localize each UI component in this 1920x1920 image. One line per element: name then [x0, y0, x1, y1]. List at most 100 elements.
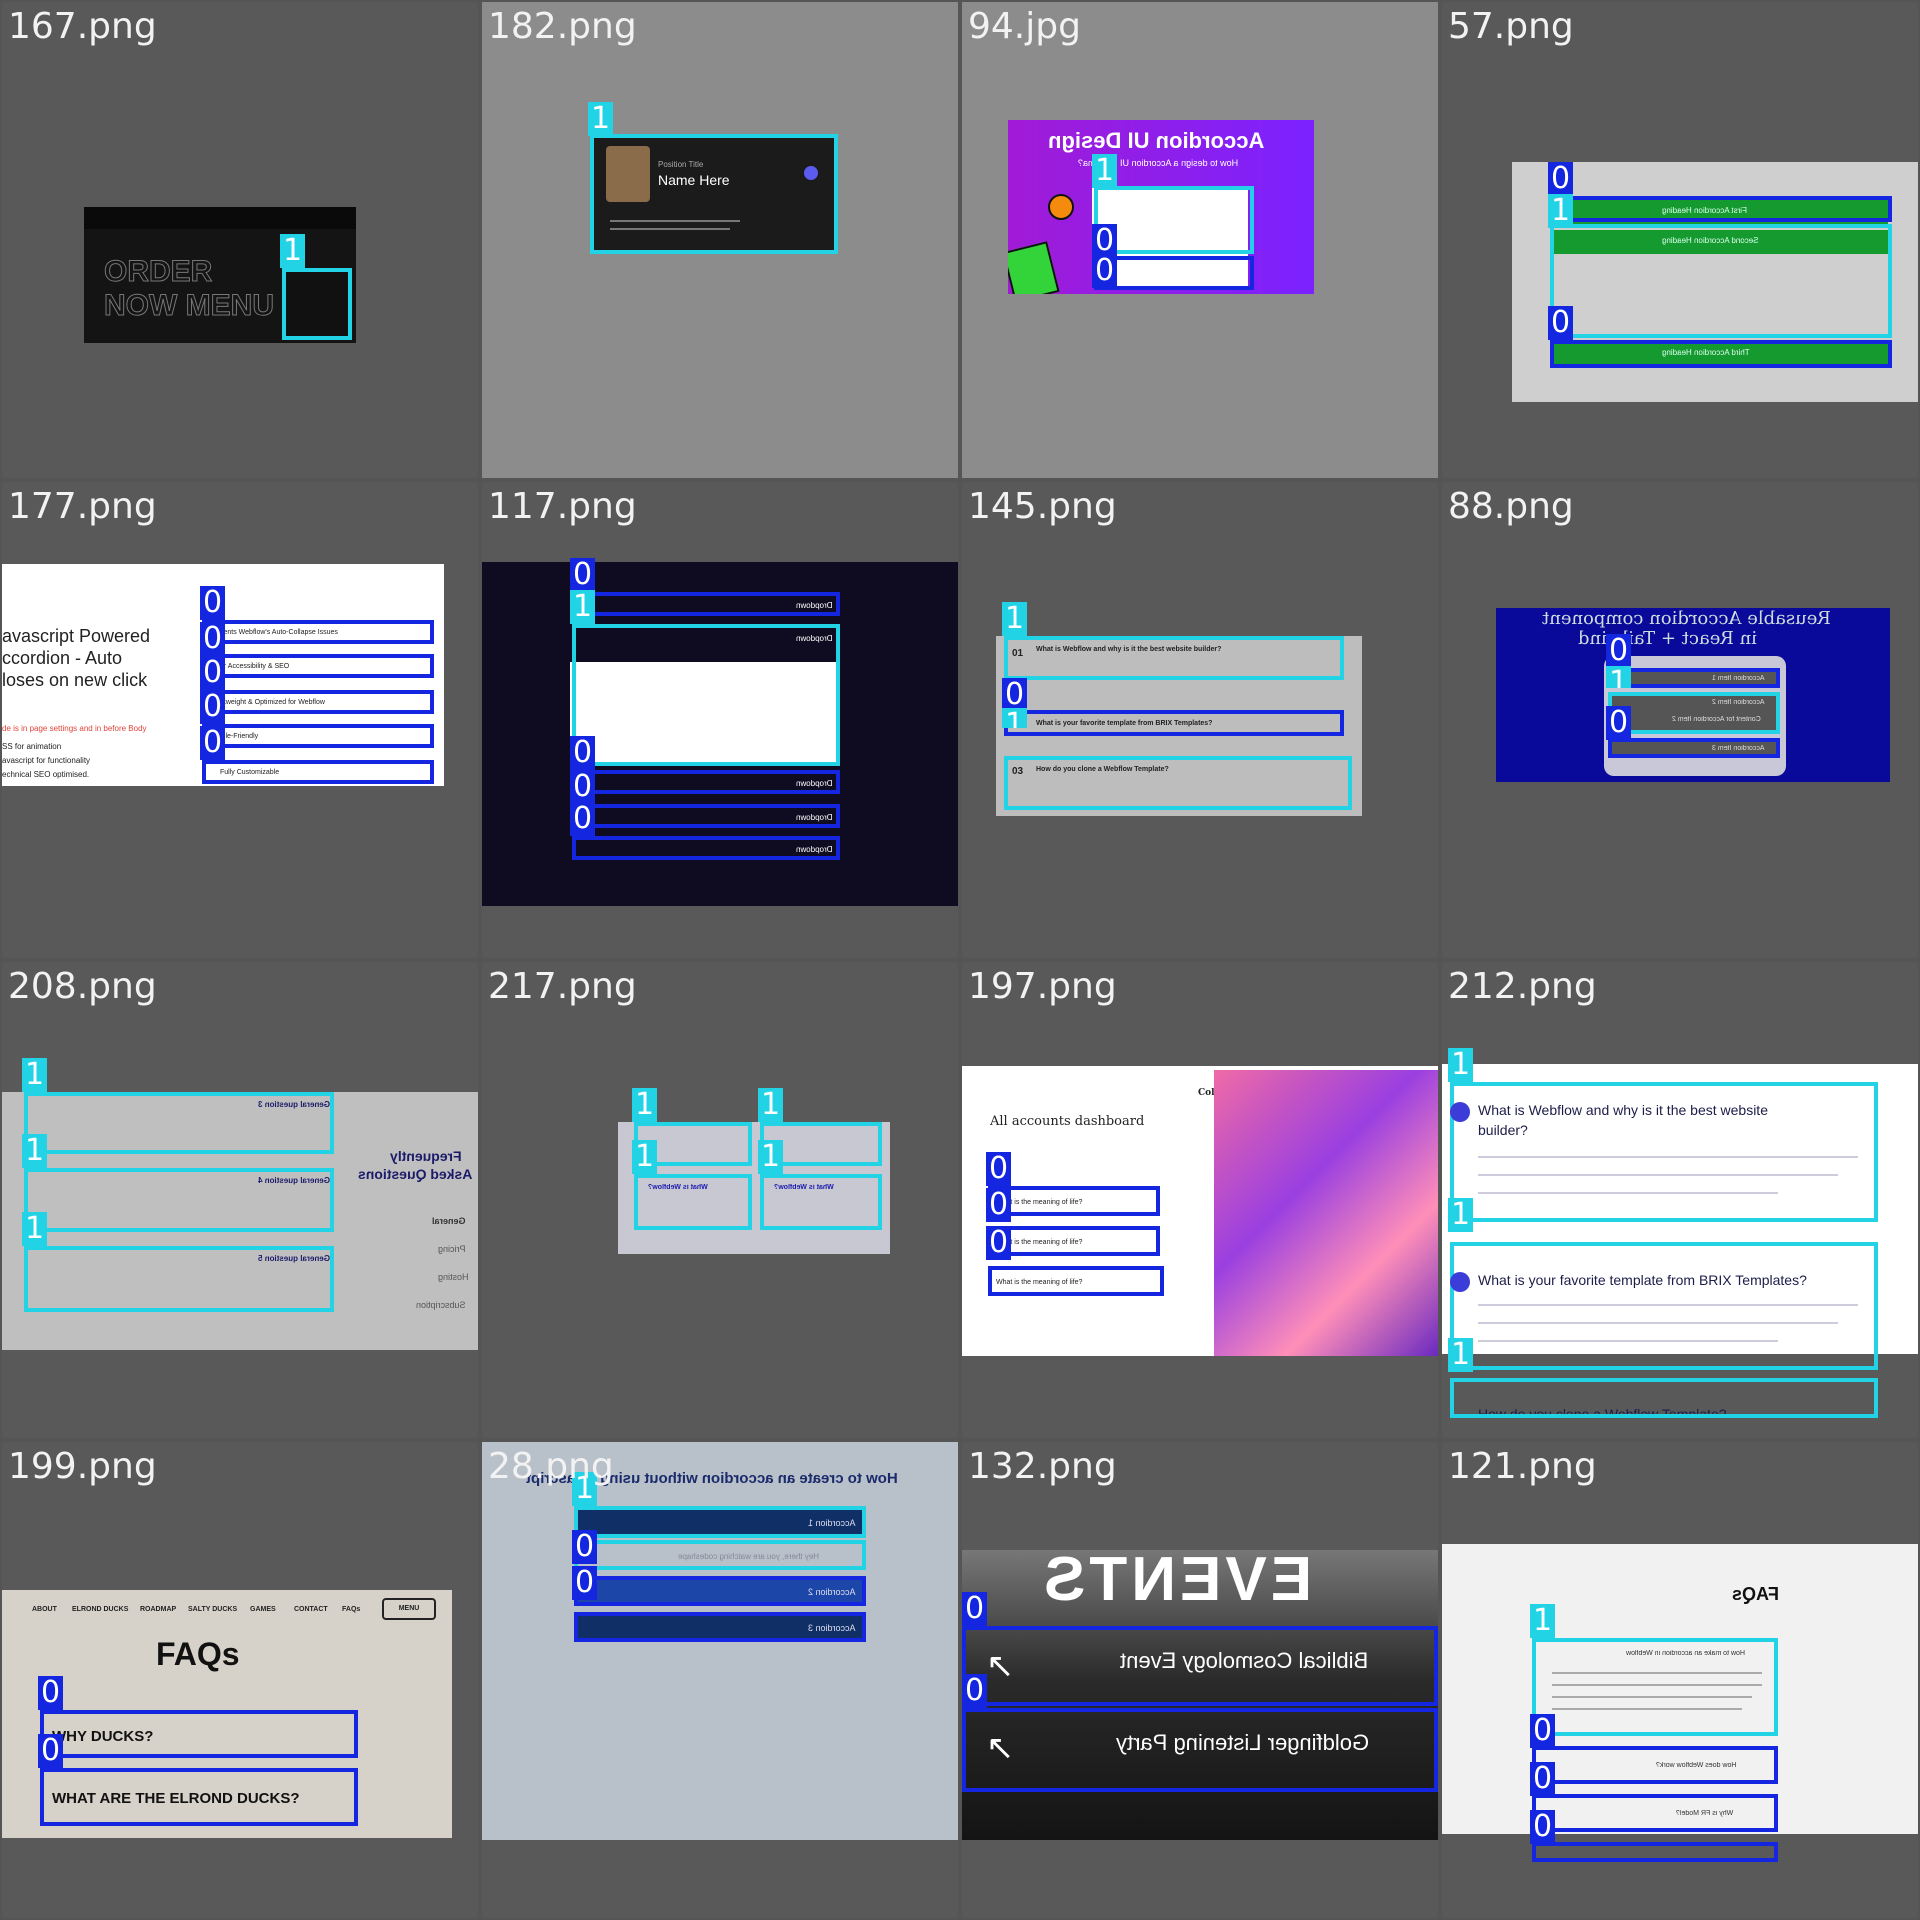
filename-label: 117.png [488, 486, 637, 527]
tile-88: 88.png Reusable Accordion component in R… [1442, 482, 1918, 958]
feature-3: echnical SEO optimised. [2, 770, 90, 779]
tile-208: 208.png Frequently Asked Questions Gener… [2, 962, 478, 1438]
label-tag: 0 [38, 1676, 64, 1710]
annotation-box [1550, 196, 1892, 222]
accordion-item[interactable]: Accordion Item 3 [1608, 738, 1780, 758]
filename-label: 167.png [8, 6, 157, 47]
faq-item[interactable]: General question 3 [24, 1092, 334, 1154]
faq-item[interactable]: How do you clone a Webflow Template? [1450, 1378, 1878, 1418]
abstract-image [1214, 1070, 1438, 1356]
faq-item[interactable]: How does Webflow work? [1532, 1746, 1778, 1784]
dropdown-item[interactable]: Dropdown [572, 592, 840, 616]
label-tag: 0 [1548, 306, 1574, 340]
accordion-item[interactable]: htweight & Optimized for Webflow [202, 690, 434, 714]
dropdown-screenshot [482, 562, 958, 906]
accordion-item[interactable]: Accordion 3 [574, 1612, 866, 1642]
label-tag: 1 [22, 1212, 48, 1246]
label-tag: 1 [1092, 154, 1118, 188]
tile-199: 199.png ABOUT ELROND DUCKS ROADMAP SALTY… [2, 1442, 478, 1918]
dot-icon [804, 166, 818, 180]
accordion-item[interactable]: What is the meaning of life? [988, 1266, 1164, 1296]
arrow-icon: ↗ [986, 1729, 1015, 1767]
accordion-item[interactable]: What is the meaning of life? [988, 1186, 1160, 1216]
accordion-item[interactable]: bile-Friendly [202, 724, 434, 748]
label-tag: 0 [1092, 224, 1118, 258]
label-tag: 0 [1530, 1714, 1556, 1748]
note-red: de is in page settings and in before Bod… [2, 724, 147, 733]
accordion-item[interactable]: or Accessibility & SEO [202, 654, 434, 678]
accordion-item[interactable]: Accordion 1 [574, 1506, 866, 1538]
tile-167: 167.png ORDER NOW MENU 1 [2, 2, 478, 478]
accordion-item[interactable]: What is the meaning of life? [988, 1226, 1160, 1256]
accordion-item[interactable]: Fully Customizable [202, 760, 434, 784]
tile-57: 57.png First Accordion Heading Second Ac… [1442, 2, 1918, 478]
faq-item[interactable]: 03 How do you clone a Webflow Template? [1004, 756, 1352, 810]
label-tag: 0 [986, 1152, 1012, 1186]
dashboard-title: All accounts dashboard [990, 1114, 1145, 1129]
faq-item[interactable]: Why is FR Model? [1532, 1794, 1778, 1832]
hero-line-3: loses on new click [2, 670, 148, 690]
filename-label: 182.png [488, 6, 637, 47]
event-card[interactable]: ↗ Biblical Cosmology Event [962, 1626, 1438, 1706]
feature-2: avascript for functionality [2, 756, 91, 765]
dropdown-item[interactable]: Dropdown [572, 804, 840, 828]
banner-title: Accordion UI Design [1048, 128, 1265, 153]
dropdown-item[interactable]: Dropdown [572, 770, 840, 794]
label-tag: 1 [22, 1134, 48, 1168]
filename-label: 177.png [8, 486, 157, 527]
accordion-item-open[interactable]: Accordion Item 2 Content for Accordion I… [1608, 692, 1780, 734]
faq-screenshot: FAQs [1442, 1544, 1918, 1834]
label-tag: 0 [1092, 254, 1118, 288]
annotation-box [590, 134, 838, 254]
annotation-box [1094, 186, 1254, 254]
faq-item-open[interactable]: How to make an accordion in Webflow [1532, 1638, 1778, 1736]
hero-line-2: ccordion - Auto [2, 648, 123, 668]
label-tag: 0 [962, 1592, 988, 1626]
faq-page-screenshot: Frequently Asked Questions General Prici… [2, 1092, 478, 1350]
grid-screenshot [618, 1122, 890, 1254]
label-tag: 0 [986, 1188, 1012, 1222]
profile-card: Position Title Name Here [592, 136, 836, 254]
annotation-box [282, 268, 352, 340]
faq-item[interactable]: 01 What is Webflow and why is it the bes… [1004, 636, 1344, 680]
label-tag: 0 [962, 1674, 988, 1708]
accordion-item[interactable]: Accordion Item 1 [1608, 668, 1780, 688]
filename-label: 132.png [968, 1446, 1117, 1487]
label-tag: 1 [1448, 1048, 1474, 1082]
dashboard-screenshot: All accounts dashboard Colors [962, 1066, 1438, 1356]
label-tag: 0 [572, 1530, 598, 1564]
faq-item[interactable]: General question 5 [24, 1246, 334, 1312]
annotation-box [1550, 224, 1892, 338]
card[interactable]: What is Webflow? [634, 1174, 752, 1230]
label-tag: 1 [632, 1140, 658, 1174]
tile-182: 182.png Position Title Name Here 1 [482, 2, 958, 478]
accordion-content: Hey there, you are watching codeshape [574, 1540, 866, 1570]
accordion-item[interactable]: Accordion 2 [574, 1576, 866, 1606]
faq-item[interactable]: General question 4 [24, 1168, 334, 1232]
page-title: FAQs [156, 1636, 240, 1672]
label-tag: 1 [572, 1472, 598, 1506]
filename-label: 199.png [8, 1446, 157, 1487]
faq-item[interactable]: WHY DUCKS? [40, 1710, 358, 1758]
label-tag: 0 [38, 1734, 64, 1768]
avatar [606, 146, 650, 202]
tile-121: 121.png FAQs How to make an accordion in… [1442, 1442, 1918, 1918]
faq-item[interactable] [1532, 1842, 1778, 1862]
event-card[interactable]: ↗ Goldfinger Listening Party [962, 1708, 1438, 1792]
dropdown-item[interactable]: Dropdown [572, 836, 840, 860]
annotation-box [1094, 256, 1254, 290]
plus-icon [1450, 1102, 1470, 1122]
filename-label: 94.jpg [968, 6, 1081, 47]
label-tag: 1 [758, 1140, 784, 1174]
faq-item[interactable]: What is your favorite template from BRIX… [1004, 710, 1344, 736]
menu-button[interactable]: MENU [382, 1598, 436, 1620]
dropdown-item-open[interactable]: Dropdown [572, 624, 840, 766]
faq-item[interactable]: What is Webflow and why is it the best w… [1450, 1082, 1878, 1222]
card[interactable]: What is Webflow? [760, 1174, 882, 1230]
faq-item[interactable]: WHAT ARE THE ELROND DUCKS? [40, 1768, 358, 1826]
accordion-item[interactable]: vents Webflow's Auto-Collapse Issues [202, 620, 434, 644]
label-tag: 0 [986, 1226, 1012, 1260]
label-tag: 0 [200, 690, 226, 724]
filename-label: 217.png [488, 966, 637, 1007]
faq-item[interactable]: What is your favorite template from BRIX… [1450, 1242, 1878, 1370]
